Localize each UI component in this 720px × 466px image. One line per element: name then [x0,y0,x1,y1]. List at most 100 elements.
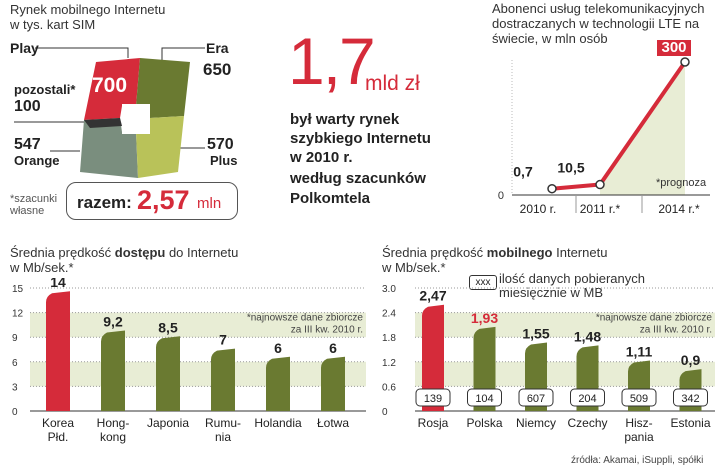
monthly-data-label: 509 [630,393,648,405]
lte-point [547,183,557,194]
plus-value: 570 [207,136,234,153]
monthly-data-label: 104 [475,393,493,405]
lte-y-tick: 0 [498,190,504,202]
x-tick-label: Hong- [97,416,130,430]
y-tick-label: 1.2 [382,358,396,369]
big-unit: mld zł [365,72,420,95]
source-note: źródła: Akamai, iSuppli, spółki [571,455,704,466]
bar-value-label: 7 [219,332,227,348]
x-tick-label: Holandia [254,416,302,430]
bar-value-label: 1,48 [574,328,601,344]
lte-value-bg [657,40,691,56]
market-title: Rynek mobilnego Internetu w tys. kart SI… [10,2,166,32]
y-tick-label: 9 [12,333,18,344]
bar-value-label: 8,5 [158,319,178,335]
orange-name: Orange [14,153,60,168]
era-value: 650 [203,60,232,79]
monthly-data-label: 204 [578,393,596,405]
era-leader [161,47,205,60]
bar-value-label: 1,55 [522,325,549,341]
monthly-data-box [415,388,451,407]
mobile-chart: 0 0.6 1.2 1.8 2.4 3.0 *najnowsze dane zbiorcze… [382,284,715,444]
lte-point [595,179,605,190]
big-source: według szacunków Polkomtela [290,170,426,207]
monthly-data-box [518,388,554,407]
y-tick-label: 3 [12,382,18,393]
access-title: Średnia prędkość dostępu do Internetu w … [10,245,239,275]
x-tick-label: Rumu- [205,416,241,430]
big-caption: był warty rynek szybkiego Internetu w 20… [290,111,431,166]
bar-value-label: 14 [50,278,66,290]
y-tick-label: 0.6 [382,382,396,393]
lte-value-label: 0,7 [513,164,533,180]
x-tick-label: nia [215,430,231,444]
x-tick-label: Łotwa [317,416,349,430]
bar [321,356,345,411]
monthly-data-label: 342 [681,393,699,405]
x-tick-label: Korea [42,416,74,430]
chart-note: za III kw. 2010 r. [640,324,712,335]
others-value: 100 [14,98,41,115]
chart-note: *najnowsze dane zbiorcze [247,312,364,323]
total-box: razem: 2,57 mln [66,182,238,220]
x-tick-label: Płd. [48,430,69,444]
lte-title: Abonenci usług telekomunikacyjnych dostr… [492,1,705,46]
pinwheel-center [122,104,150,134]
x-tick-label: kong [100,430,126,444]
monthly-data-box [673,388,708,407]
lte-x-tick: 2011 r.* [580,202,621,216]
x-tick-label: Polska [466,416,502,430]
y-tick-label: 12 [12,309,24,320]
x-tick-label: Hisz- [625,416,652,430]
bar [211,348,235,411]
legend-box: xxx [469,275,497,290]
total-value: 2,57 [137,185,190,215]
bar-value-label: 0,9 [681,352,701,368]
monthly-data-box [570,388,605,407]
x-tick-label: pania [624,430,654,444]
monthly-data-box [467,388,502,407]
lte-note: *prognoza [656,177,707,189]
play-value: 700 [92,74,128,97]
chart-note: *najnowsze dane zbiorcze [596,312,713,323]
bar-value-label: 1,11 [626,343,653,359]
bar-value-label: 2,47 [419,288,446,304]
bar-value-label: 9,2 [103,314,123,330]
era-tile [136,58,190,118]
orange-value: 547 [14,136,41,153]
grid-band [30,361,366,387]
total-label: razem: [77,193,132,212]
era-name: Era [206,40,229,56]
bar [156,336,180,411]
monthly-data-label: 607 [527,393,545,405]
monthly-data-box [621,388,657,407]
others-name: pozostali* [14,82,76,97]
grid-band [30,312,366,338]
plus-name: Plus [210,153,238,168]
y-tick-label: 15 [12,284,24,295]
lte-x-tick: 2014 r.* [658,202,700,216]
play-leader [35,47,129,58]
y-tick-label: 1.8 [382,333,396,344]
operator-pinwheel [14,47,205,178]
y-tick-label: 0 [12,407,18,418]
x-tick-label: Rosja [418,416,449,430]
plus-tile [136,116,184,178]
big-value: 1,7 [288,24,376,98]
x-tick-label: Estonia [670,416,710,430]
monthly-data-label: 139 [424,393,442,405]
play-name: Play [10,40,39,56]
lte-value-label: 10,5 [557,160,584,176]
bar-value-label: 1,93 [471,310,498,326]
y-tick-label: 0 [382,407,388,418]
bar-value-label: 6 [329,340,337,356]
mobile-title: Średnia prędkość mobilnego Internetu w M… [382,245,608,275]
legend-text: ilość danych pobieranych miesięcznie w M… [499,271,645,300]
others-tile [84,118,122,128]
x-tick-label: Czechy [567,416,607,430]
chart-note: za III kw. 2010 r. [291,324,363,335]
bar [101,330,125,411]
grid-band [415,312,715,338]
y-tick-label: 2.4 [382,309,396,320]
